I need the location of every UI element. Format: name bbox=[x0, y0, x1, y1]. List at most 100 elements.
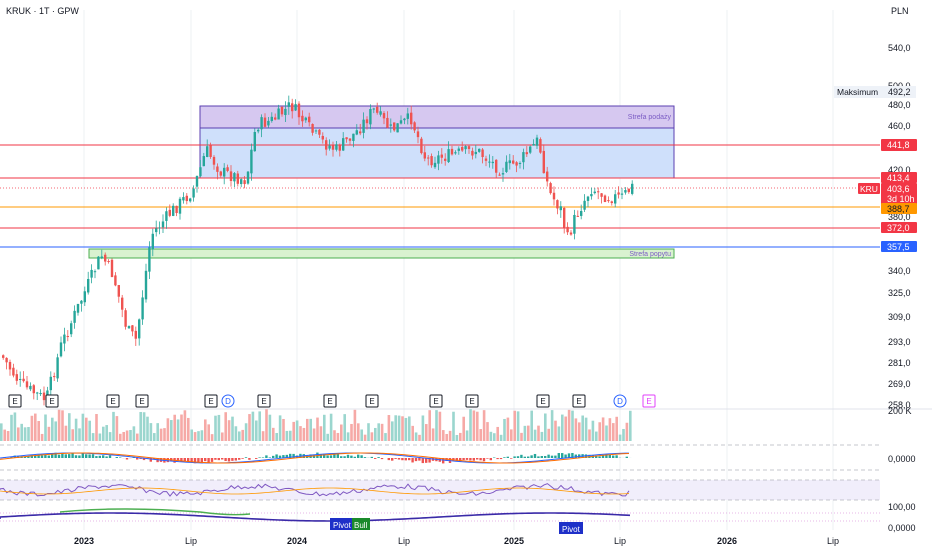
osc3-axis-label: 0,0000 bbox=[888, 523, 916, 533]
candle-body bbox=[311, 124, 314, 133]
candle-body bbox=[182, 197, 185, 201]
earnings-marker[interactable]: E bbox=[365, 394, 379, 408]
volume-bar bbox=[469, 409, 472, 441]
volume-bar bbox=[108, 432, 112, 441]
demand-zone[interactable] bbox=[88, 248, 675, 259]
earnings-marker[interactable]: E bbox=[536, 394, 550, 408]
volume-bar bbox=[404, 417, 408, 441]
earnings-marker[interactable]: E bbox=[572, 394, 586, 408]
badge-357[interactable]: 357,5 bbox=[887, 242, 910, 252]
badge-413[interactable]: 413,4 bbox=[887, 173, 910, 183]
symbol-title[interactable]: KRUK · 1T · GPW bbox=[6, 6, 79, 16]
candle-body bbox=[423, 152, 426, 159]
volume-bar bbox=[605, 425, 608, 441]
candle-body bbox=[495, 159, 498, 173]
oscillator-pane-3[interactable]: Pivot Bull Pivot bbox=[0, 508, 880, 534]
badge-372[interactable]: 372,0 bbox=[887, 223, 910, 233]
volume-bar bbox=[629, 410, 632, 441]
candle-body bbox=[600, 193, 603, 197]
badge-441-bg bbox=[881, 139, 917, 151]
oscillator-pane-1[interactable] bbox=[0, 444, 880, 471]
badge-441[interactable]: 441,8 bbox=[887, 140, 910, 150]
histogram-bar bbox=[598, 456, 601, 458]
volume-bar bbox=[289, 430, 292, 441]
volume-bar bbox=[98, 433, 102, 441]
wave-line bbox=[0, 512, 631, 522]
price-tick: 540,0 bbox=[888, 43, 911, 53]
histogram-bar bbox=[574, 454, 577, 458]
candle-body bbox=[168, 209, 171, 216]
dividend-marker[interactable]: D bbox=[221, 394, 235, 408]
candle-body bbox=[532, 143, 535, 146]
currency-label[interactable]: PLN bbox=[891, 6, 909, 16]
candle-body bbox=[110, 259, 114, 278]
candle-body bbox=[284, 108, 287, 116]
histogram-bar bbox=[516, 456, 520, 458]
candle-body bbox=[474, 151, 477, 155]
volume-bar bbox=[0, 423, 3, 441]
volume-bar bbox=[231, 416, 234, 441]
earnings-marker[interactable]: E bbox=[106, 394, 120, 408]
earnings-marker[interactable]: E bbox=[642, 394, 656, 408]
badge-388-bg bbox=[881, 203, 917, 214]
volume-bar bbox=[255, 420, 258, 441]
kru-name[interactable]: KRU bbox=[860, 184, 878, 194]
pivot-tag-2 bbox=[559, 522, 583, 534]
volume-bar bbox=[561, 414, 564, 441]
earnings-marker[interactable]: E bbox=[257, 394, 271, 408]
candle-body bbox=[444, 158, 447, 161]
earnings-marker[interactable]: E bbox=[8, 394, 22, 408]
badge-388[interactable]: 388,7 bbox=[887, 204, 910, 214]
candle-body bbox=[471, 150, 474, 156]
dividend-marker[interactable]: D bbox=[613, 394, 627, 408]
candle-body bbox=[433, 162, 437, 168]
earnings-marker[interactable]: E bbox=[429, 394, 443, 408]
histogram-bar bbox=[374, 458, 377, 459]
volume-bar bbox=[265, 409, 268, 441]
histogram-bar bbox=[214, 458, 217, 460]
volume-bar bbox=[85, 417, 88, 441]
histogram-bar bbox=[210, 458, 214, 462]
earnings-marker[interactable]: E bbox=[204, 394, 218, 408]
candle-body bbox=[66, 336, 69, 338]
histogram-bar bbox=[88, 454, 91, 458]
volume-bar bbox=[6, 431, 10, 441]
histogram-bar bbox=[527, 456, 530, 458]
histogram-bar bbox=[523, 456, 526, 458]
earnings-marker[interactable]: E bbox=[45, 394, 59, 408]
volume-bar bbox=[462, 416, 465, 441]
earnings-marker[interactable]: E bbox=[465, 394, 479, 408]
volume-bar bbox=[78, 428, 81, 441]
histogram-bar bbox=[204, 458, 207, 462]
histogram-bar bbox=[10, 456, 13, 458]
histogram-bar bbox=[533, 453, 537, 458]
candle-body bbox=[56, 357, 59, 379]
earnings-marker[interactable]: E bbox=[323, 394, 337, 408]
candle-body bbox=[124, 310, 127, 327]
candle-body bbox=[2, 355, 5, 358]
histogram-bar bbox=[261, 457, 265, 458]
kru-price[interactable]: 403,6 bbox=[887, 184, 910, 194]
histogram-bar bbox=[540, 456, 543, 458]
osc2-axis-label: 100,00 bbox=[888, 502, 916, 512]
price-tick: 480,0 bbox=[888, 100, 911, 110]
volume-bar bbox=[323, 414, 326, 441]
volume-bar bbox=[544, 413, 547, 441]
supply-zone-lower[interactable] bbox=[199, 127, 675, 179]
volume-bar bbox=[163, 428, 166, 441]
svg-text:D: D bbox=[617, 397, 623, 406]
time-axis[interactable]: 2023 Lip 2024 Lip 2025 Lip 2026 Lip bbox=[74, 536, 839, 546]
earnings-marker[interactable]: E bbox=[135, 394, 149, 408]
oscillator-pane-2[interactable] bbox=[0, 479, 880, 501]
volume-bar bbox=[472, 410, 476, 441]
histogram-bar bbox=[404, 458, 407, 461]
volume-bar bbox=[608, 418, 612, 441]
candle-body bbox=[151, 233, 154, 250]
histogram-bar bbox=[510, 458, 513, 459]
histogram-bar bbox=[554, 455, 557, 458]
candle-body bbox=[189, 198, 192, 202]
volume-bar bbox=[122, 431, 125, 441]
histogram-bar bbox=[564, 454, 567, 458]
